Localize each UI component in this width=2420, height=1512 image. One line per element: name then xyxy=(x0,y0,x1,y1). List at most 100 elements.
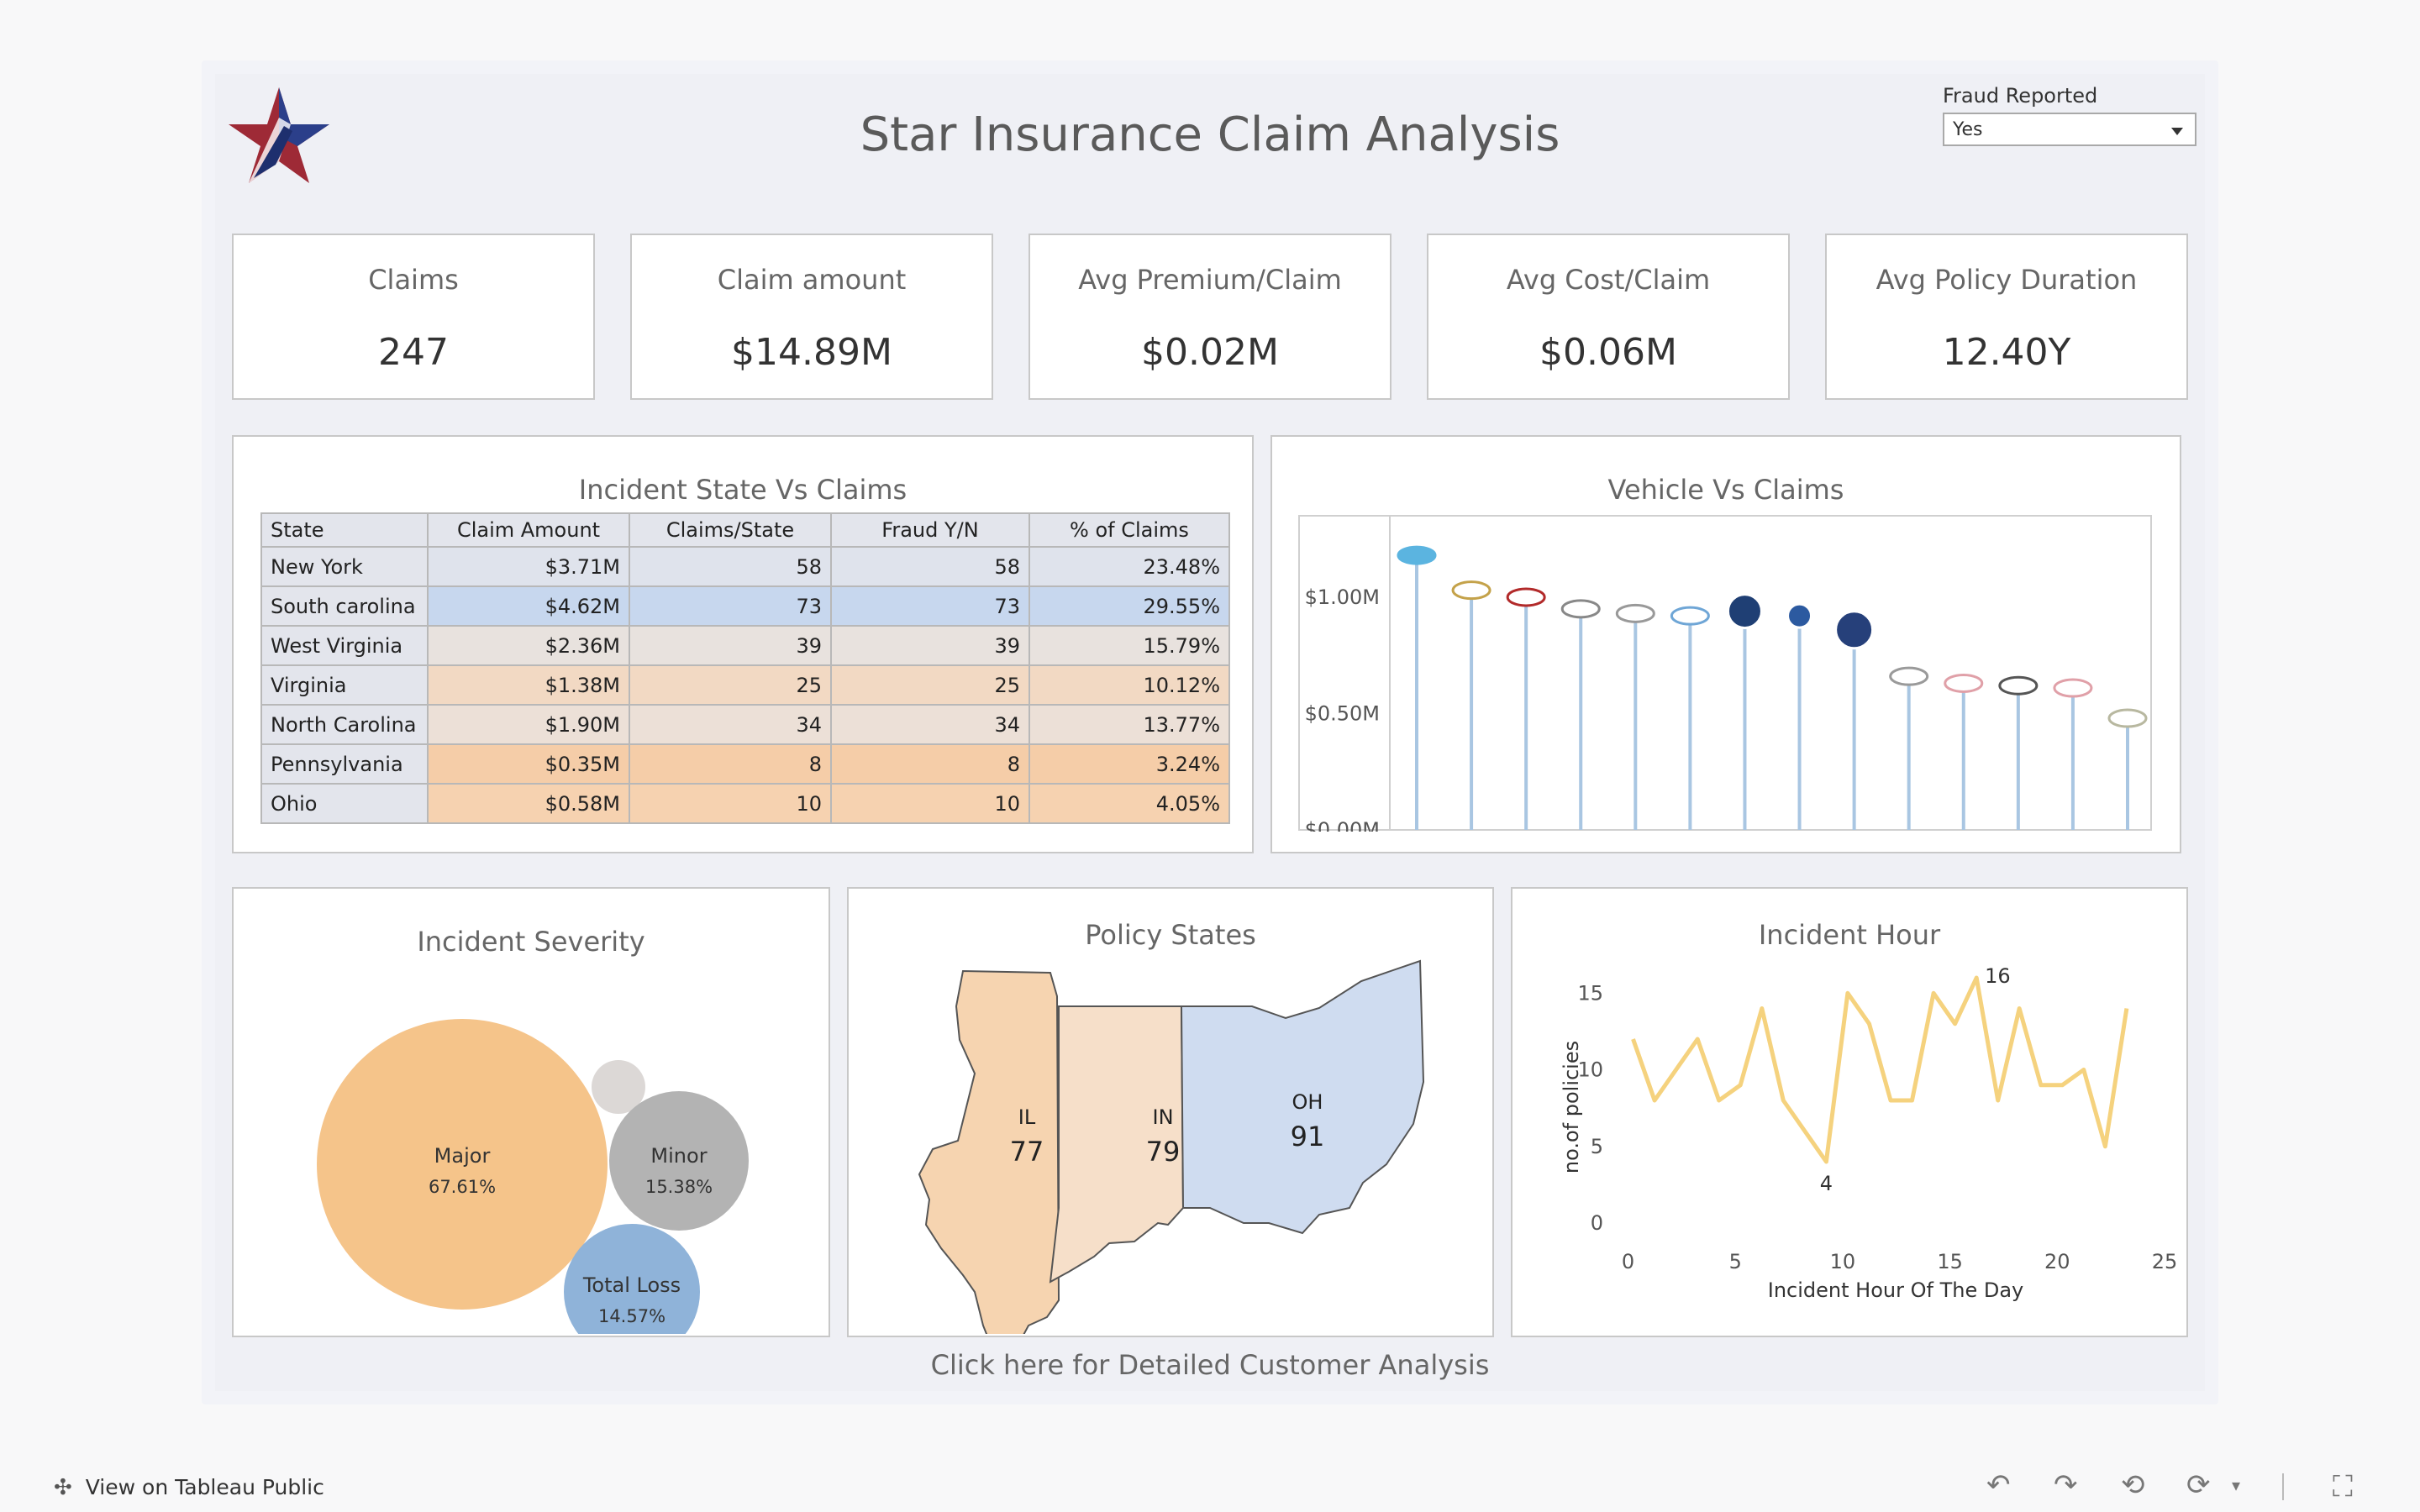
table-cell: 25 xyxy=(629,664,832,706)
detailed-customer-analysis-link[interactable]: Click here for Detailed Customer Analysi… xyxy=(930,1349,1490,1381)
table-cell: 8 xyxy=(830,743,1030,785)
fraud-reported-dropdown[interactable]: Yes xyxy=(1943,113,2196,146)
vehicle-logo-icon[interactable] xyxy=(1397,545,1437,565)
state-name-cell: North Carolina xyxy=(260,704,429,745)
x-tick-label: 5 xyxy=(1729,1250,1742,1273)
table-row[interactable]: Ohio $0.58M 10 10 4.05% xyxy=(260,783,1230,824)
kpi-label: Avg Cost/Claim xyxy=(1506,264,1711,296)
min-data-label: 4 xyxy=(1820,1172,1833,1195)
y-tick-label: $1.00M xyxy=(1305,585,1380,609)
tableau-icon: ✣ xyxy=(54,1475,72,1500)
state-code: IL xyxy=(1018,1105,1036,1129)
bubble-minor[interactable] xyxy=(609,1091,749,1231)
state-name-cell: Virginia xyxy=(260,664,429,706)
bubble-other[interactable] xyxy=(592,1060,645,1114)
chevron-down-icon[interactable] xyxy=(2171,128,2183,135)
revert-icon[interactable]: ⟲ xyxy=(2121,1468,2145,1502)
kpi-value: $0.06M xyxy=(1539,331,1677,374)
y-tick-label: 0 xyxy=(1591,1211,1603,1235)
table-cell: 34 xyxy=(629,704,832,745)
state-name-cell: South carolina xyxy=(260,585,429,627)
column-header[interactable]: Fraud Y/N xyxy=(830,512,1030,548)
incident-hour-chart: 15 10 5 00 5 10 15 20 25 Incident Hour Of The Day… xyxy=(1560,964,2177,1302)
column-header[interactable]: State xyxy=(260,512,429,548)
filter-label: Fraud Reported xyxy=(1943,84,2098,108)
star-logo xyxy=(229,87,329,183)
table-cell: 29.55% xyxy=(1028,585,1230,627)
table-cell: 25 xyxy=(830,664,1030,706)
vehicle-logo-icon[interactable] xyxy=(1726,593,1763,630)
policy-states-panel: Policy States IL 77 IN 79 OH 91 xyxy=(847,887,1494,1337)
undo-icon[interactable]: ↶ xyxy=(1986,1468,2011,1502)
table-row[interactable]: New York $3.71M 58 58 23.48% xyxy=(260,546,1230,587)
column-header[interactable]: % of Claims xyxy=(1028,512,1230,548)
table-row[interactable]: Pennsylvania $0.35M 8 8 3.24% xyxy=(260,743,1230,785)
column-header[interactable]: Claims/State xyxy=(629,512,832,548)
table-cell: 39 xyxy=(629,625,832,666)
vehicle-logo-icon[interactable] xyxy=(1889,666,1929,686)
kpi-label: Claims xyxy=(368,264,459,296)
vehicle-logo-icon[interactable] xyxy=(2107,708,2148,728)
kpi-card-claims: Claims 247 xyxy=(232,234,595,400)
table-cell: $4.62M xyxy=(427,585,630,627)
bubble-label: Total Loss xyxy=(582,1273,681,1297)
vehicle-logo-icon[interactable] xyxy=(2053,678,2093,698)
state-name-cell: West Virginia xyxy=(260,625,429,666)
state-code: OH xyxy=(1292,1090,1323,1114)
bubble-major[interactable] xyxy=(317,1019,608,1310)
kpi-card-avg-premium: Avg Premium/Claim $0.02M xyxy=(1028,234,1392,400)
view-on-tableau-public-link[interactable]: ✣ View on Tableau Public xyxy=(54,1475,324,1500)
table-header-row: State Claim Amount Claims/State Fraud Y/… xyxy=(260,512,1230,548)
vehicle-logo-icon[interactable] xyxy=(1834,610,1875,650)
state-name-cell: Ohio xyxy=(260,783,429,824)
refresh-icon[interactable]: ⟳ xyxy=(2186,1468,2211,1502)
page-title: Star Insurance Claim Analysis xyxy=(860,108,1560,162)
table-cell: 8 xyxy=(629,743,832,785)
vehicle-panel: Vehicle Vs Claims $1.00M $0.50M $0.00M xyxy=(1270,435,2181,853)
table-row[interactable]: West Virginia $2.36M 39 39 15.79% xyxy=(260,625,1230,666)
table-cell: 58 xyxy=(830,546,1030,587)
redo-icon[interactable]: ↷ xyxy=(2054,1468,2078,1502)
state-value: 77 xyxy=(1010,1136,1044,1168)
y-tick-label: 10 xyxy=(1577,1058,1603,1082)
table-row[interactable]: Virginia $1.38M 25 25 10.12% xyxy=(260,664,1230,706)
table-cell: $1.38M xyxy=(427,664,630,706)
table-cell: 73 xyxy=(830,585,1030,627)
fullscreen-icon[interactable]: ⛶ xyxy=(2333,1470,2353,1504)
table-cell: 13.77% xyxy=(1028,704,1230,745)
x-tick-label: 10 xyxy=(1830,1250,1856,1273)
panel-title: Policy States xyxy=(1085,919,1256,951)
kpi-card-claim-amount: Claim amount $14.89M xyxy=(630,234,993,400)
vehicle-logo-icon[interactable] xyxy=(1786,602,1813,629)
max-data-label: 16 xyxy=(1985,964,2011,988)
vehicle-logo-icon[interactable] xyxy=(1998,675,2039,696)
table-cell: 58 xyxy=(629,546,832,587)
table-cell: 39 xyxy=(830,625,1030,666)
bubble-total-loss[interactable] xyxy=(564,1224,700,1334)
state-ohio[interactable] xyxy=(1180,959,1425,1235)
table-cell: 23.48% xyxy=(1028,546,1230,587)
table-row[interactable]: North Carolina $1.90M 34 34 13.77% xyxy=(260,704,1230,745)
vehicle-logo-icon[interactable] xyxy=(1451,580,1491,601)
vehicle-chart: $1.00M $0.50M $0.00M xyxy=(1298,515,2152,832)
series-line[interactable] xyxy=(1631,975,2129,1164)
table-row[interactable]: South carolina $4.62M 73 73 29.55% xyxy=(260,585,1230,627)
panel-title: Incident State Vs Claims xyxy=(578,474,908,506)
kpi-label: Avg Policy Duration xyxy=(1876,264,2138,296)
vehicle-logo-icon[interactable] xyxy=(1944,673,1984,693)
table-cell: 34 xyxy=(830,704,1030,745)
vehicle-logo-icon[interactable] xyxy=(1506,587,1546,607)
column-header[interactable]: Claim Amount xyxy=(427,512,630,548)
kpi-card-avg-policy-duration: Avg Policy Duration 12.40Y xyxy=(1825,234,2188,400)
vehicle-logo-icon[interactable] xyxy=(1615,603,1655,623)
state-code: IN xyxy=(1152,1105,1173,1129)
chevron-down-icon[interactable]: ▾ xyxy=(2232,1475,2241,1495)
severity-bubble-chart: Major 67.61% Minor 15.38% Total Loss 14.… xyxy=(317,1019,749,1334)
table-cell: 10.12% xyxy=(1028,664,1230,706)
state-illinois[interactable] xyxy=(918,969,1060,1334)
incident-hour-panel: Incident Hour 15 10 5 0 0 5 10 15 20 25 Incident H… xyxy=(1511,887,2188,1337)
table-cell: 10 xyxy=(629,783,832,824)
vehicle-logo-icon[interactable] xyxy=(1670,606,1710,626)
vehicle-logo-icon[interactable] xyxy=(1560,599,1601,619)
y-tick-label: $0.00M xyxy=(1305,818,1380,832)
